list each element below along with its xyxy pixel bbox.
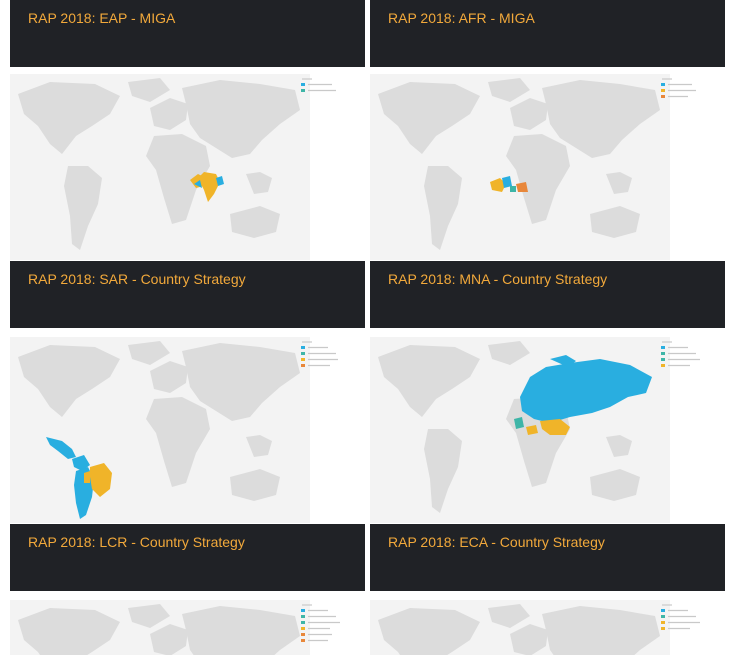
highlighted-countries — [190, 172, 224, 202]
report-card-afr-miga[interactable]: RAP 2018: AFR - MIGA — [370, 0, 725, 67]
highlighted-countries — [514, 355, 652, 435]
report-card-partial[interactable] — [10, 600, 365, 655]
world-map — [378, 600, 725, 655]
report-card-lcr-country-strategy[interactable]: RAP 2018: LCR - Country Strategy — [10, 337, 365, 592]
report-card-partial[interactable] — [370, 600, 725, 655]
card-caption: RAP 2018: LCR - Country Strategy — [10, 524, 365, 591]
report-card-eap-miga[interactable]: RAP 2018: EAP - MIGA — [10, 0, 365, 67]
map-legend — [301, 341, 338, 367]
card-caption: RAP 2018: AFR - MIGA — [370, 0, 725, 67]
card-title[interactable]: RAP 2018: AFR - MIGA — [388, 10, 535, 26]
highlighted-countries — [490, 176, 528, 192]
map-thumbnail[interactable] — [370, 600, 725, 655]
map-thumbnail[interactable] — [370, 74, 725, 260]
map-thumbnail[interactable] — [370, 337, 725, 523]
report-card-sar-country-strategy[interactable]: RAP 2018: SAR - Country Strategy — [10, 74, 365, 329]
world-map — [378, 74, 725, 260]
card-caption: RAP 2018: ECA - Country Strategy — [370, 524, 725, 591]
card-caption: RAP 2018: MNA - Country Strategy — [370, 261, 725, 328]
map-legend — [661, 78, 696, 98]
card-title[interactable]: RAP 2018: ECA - Country Strategy — [388, 534, 605, 550]
report-card-mna-country-strategy[interactable]: RAP 2018: MNA - Country Strategy — [370, 74, 725, 329]
map-legend — [301, 604, 340, 642]
world-map — [18, 600, 365, 655]
card-caption: RAP 2018: EAP - MIGA — [10, 0, 365, 67]
card-title[interactable]: RAP 2018: MNA - Country Strategy — [388, 271, 608, 287]
report-card-eca-country-strategy[interactable]: RAP 2018: ECA - Country Strategy — [370, 337, 725, 592]
highlighted-countries — [46, 437, 112, 519]
map-thumbnail[interactable] — [10, 337, 365, 523]
card-title[interactable]: RAP 2018: SAR - Country Strategy — [28, 271, 246, 287]
card-caption: RAP 2018: SAR - Country Strategy — [10, 261, 365, 328]
map-thumbnail[interactable] — [10, 600, 365, 655]
map-thumbnail[interactable] — [10, 74, 365, 260]
world-map — [18, 337, 365, 523]
card-title[interactable]: RAP 2018: EAP - MIGA — [28, 10, 176, 26]
map-legend — [661, 604, 700, 630]
world-map — [18, 74, 365, 260]
card-title[interactable]: RAP 2018: LCR - Country Strategy — [28, 534, 245, 550]
map-legend — [301, 78, 336, 92]
map-legend — [661, 341, 700, 367]
